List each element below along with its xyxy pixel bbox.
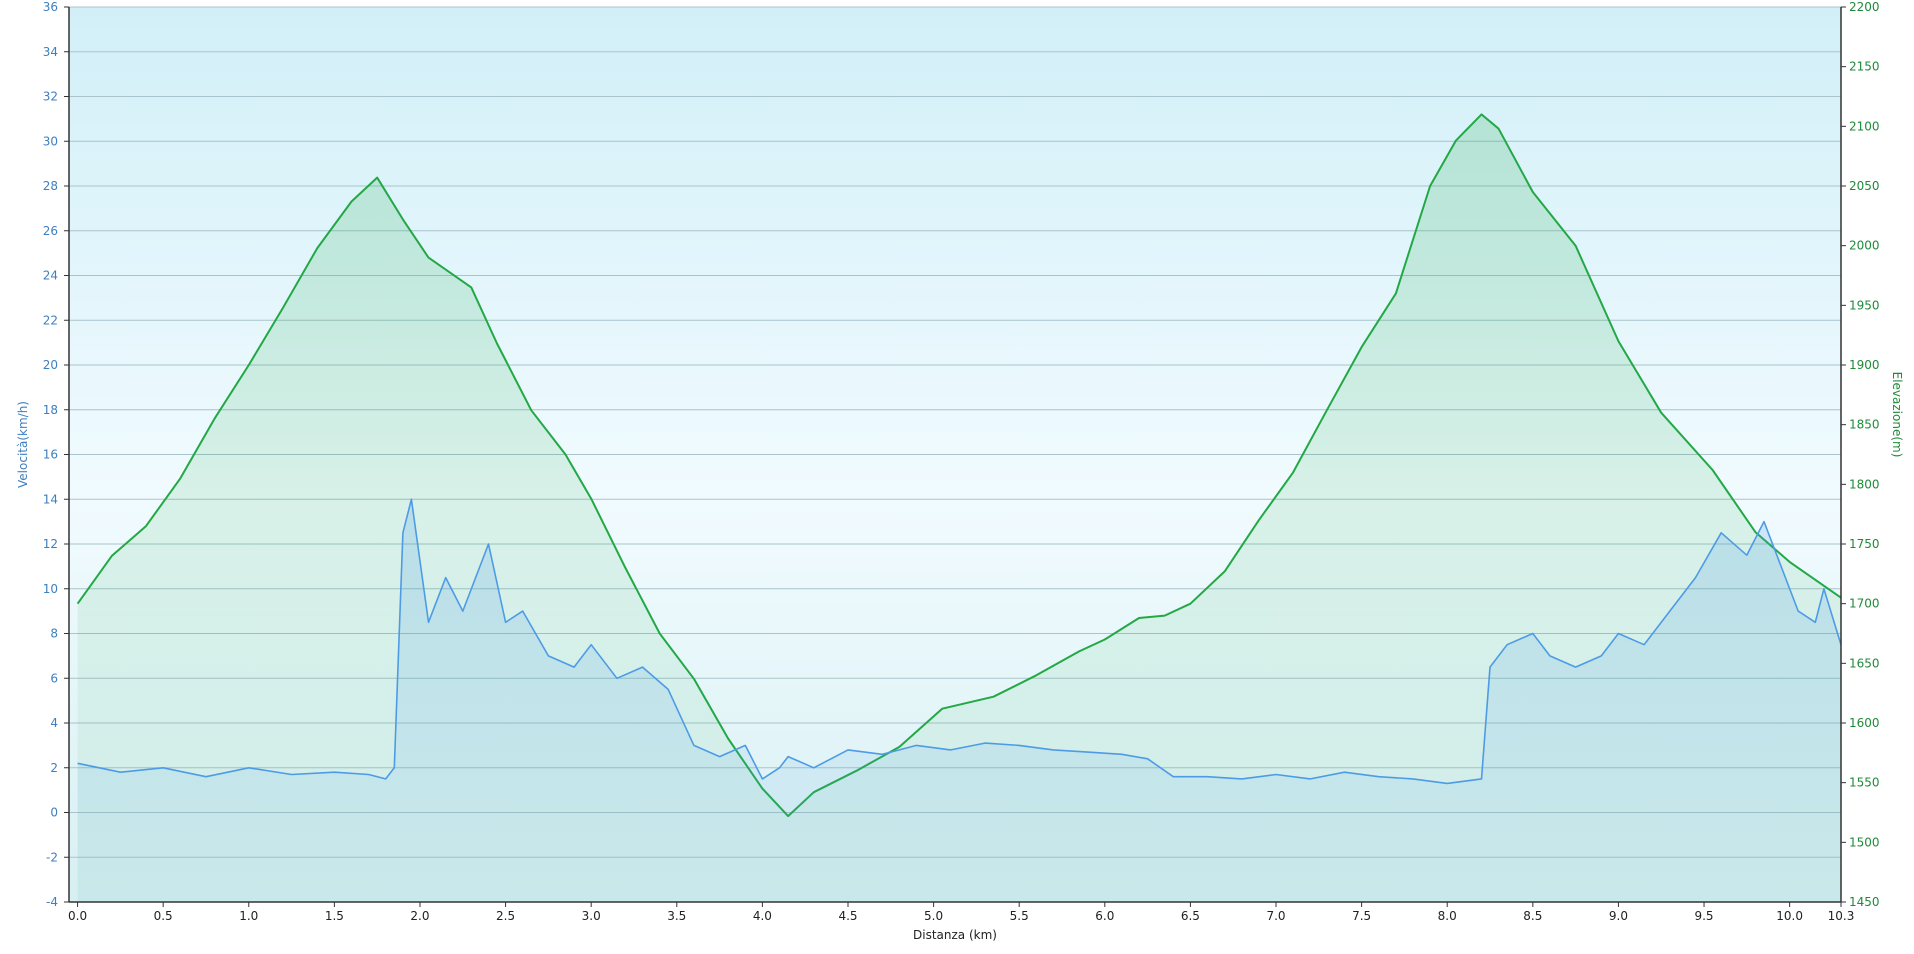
- right-tick-label: 2150: [1849, 60, 1880, 74]
- right-tick-label: 1650: [1849, 656, 1880, 670]
- x-tick-label: 1.0: [239, 909, 258, 923]
- left-tick-label: -2: [46, 850, 58, 864]
- x-tick-label: 5.5: [1010, 909, 1029, 923]
- left-tick-label: 22: [43, 313, 58, 327]
- right-tick-label: 1700: [1849, 597, 1880, 611]
- right-tick-label: 2200: [1849, 0, 1880, 14]
- left-tick-label: 26: [43, 224, 58, 238]
- right-axis-title: Elevazione(m): [1890, 372, 1904, 458]
- left-tick-label: 28: [43, 179, 58, 193]
- right-tick-label: 2000: [1849, 239, 1880, 253]
- left-tick-label: 14: [43, 492, 58, 506]
- x-tick-label: 9.5: [1694, 909, 1713, 923]
- labels-layer: -4-2024681012141618202224262830323436145…: [16, 0, 1904, 942]
- speed-line: [77, 498, 1841, 785]
- axes-layer: [64, 6, 1846, 907]
- x-tick-label: 10.0: [1776, 909, 1803, 923]
- left-tick-label: 24: [43, 269, 58, 283]
- x-tick-label: 9.0: [1609, 909, 1628, 923]
- left-tick-label: 8: [50, 627, 58, 641]
- x-tick-label: 2.5: [496, 909, 515, 923]
- right-tick-label: 2100: [1849, 119, 1880, 133]
- left-tick-label: 0: [50, 806, 58, 820]
- x-tick-label: 8.0: [1438, 909, 1457, 923]
- x-tick-label: 3.5: [667, 909, 686, 923]
- right-tick-label: 1500: [1849, 835, 1880, 849]
- speed-area: [77, 499, 1841, 902]
- right-tick-label: 1600: [1849, 716, 1880, 730]
- x-tick-label: 5.0: [924, 909, 943, 923]
- x-tick-label: 0.0: [68, 909, 87, 923]
- left-axis-title: Velocità(km/h): [16, 401, 30, 488]
- left-tick-label: 32: [43, 90, 58, 104]
- x-tick-label: 10.3: [1828, 909, 1855, 923]
- left-tick-label: 34: [43, 45, 58, 59]
- left-tick-label: 4: [50, 716, 58, 730]
- left-tick-label: 2: [50, 761, 58, 775]
- x-tick-label: 8.5: [1523, 909, 1542, 923]
- x-tick-label: 7.5: [1352, 909, 1371, 923]
- right-tick-label: 1450: [1849, 895, 1880, 909]
- x-tick-label: 4.0: [753, 909, 772, 923]
- right-tick-label: 1800: [1849, 477, 1880, 491]
- left-tick-label: 6: [50, 671, 58, 685]
- x-tick-label: 6.0: [1095, 909, 1114, 923]
- series-layer: [76, 113, 1841, 902]
- left-tick-label: -4: [46, 895, 58, 909]
- right-tick-label: 1550: [1849, 776, 1880, 790]
- left-tick-label: 10: [43, 582, 58, 596]
- right-tick-label: 1750: [1849, 537, 1880, 551]
- x-tick-label: 1.5: [325, 909, 344, 923]
- right-tick-label: 1950: [1849, 298, 1880, 312]
- elevation-line: [76, 113, 1841, 818]
- right-tick-label: 1850: [1849, 418, 1880, 432]
- left-tick-label: 16: [43, 448, 58, 462]
- left-tick-label: 20: [43, 358, 58, 372]
- x-tick-label: 7.0: [1266, 909, 1285, 923]
- x-tick-label: 0.5: [154, 909, 173, 923]
- x-tick-label: 4.5: [838, 909, 857, 923]
- right-tick-label: 2050: [1849, 179, 1880, 193]
- left-tick-label: 30: [43, 134, 58, 148]
- x-tick-label: 3.0: [582, 909, 601, 923]
- right-tick-label: 1900: [1849, 358, 1880, 372]
- left-tick-label: 18: [43, 403, 58, 417]
- x-axis-title: Distanza (km): [913, 928, 997, 942]
- left-tick-label: 36: [43, 0, 58, 14]
- x-tick-label: 6.5: [1181, 909, 1200, 923]
- left-tick-label: 12: [43, 537, 58, 551]
- x-tick-label: 2.0: [410, 909, 429, 923]
